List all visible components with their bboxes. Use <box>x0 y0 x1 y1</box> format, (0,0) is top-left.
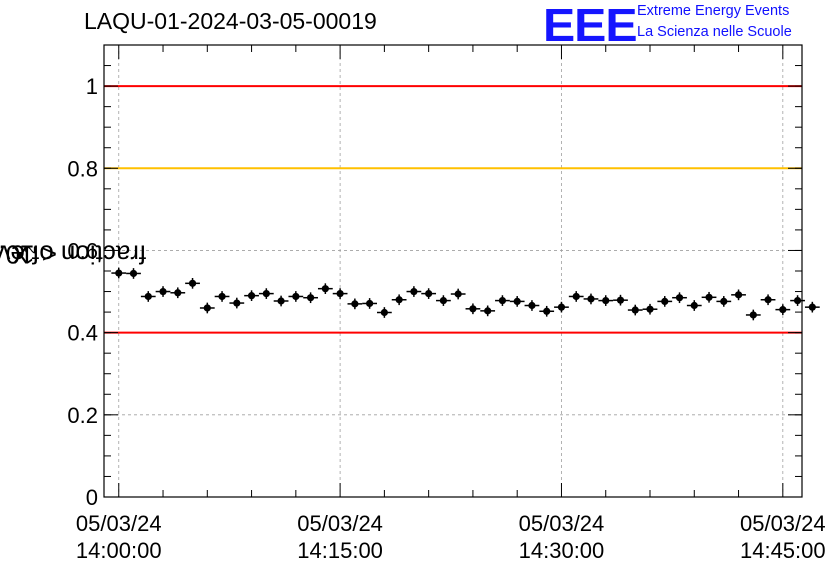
y-tick-label: 0.6 <box>67 238 98 263</box>
data-point <box>439 296 448 305</box>
data-point <box>720 297 728 306</box>
y-tick-label: 0.8 <box>67 156 98 181</box>
logo-line-1: Extreme Energy Events <box>637 3 790 19</box>
data-point <box>793 296 802 305</box>
eee-logo: EEE <box>543 0 638 51</box>
x-tick-label-time: 14:30:00 <box>519 538 605 563</box>
data-point <box>631 306 639 314</box>
x-axis-ticks: 05/03/2414:00:0005/03/2414:15:0005/03/24… <box>76 45 826 563</box>
x-tick-label-date: 05/03/24 <box>76 511 162 536</box>
data-point <box>233 299 241 307</box>
x-tick-label-time: 14:15:00 <box>297 538 383 563</box>
data-point <box>779 306 787 314</box>
data-point <box>292 292 300 301</box>
data-point <box>690 301 698 310</box>
data-point <box>513 297 521 306</box>
data-point <box>129 269 138 278</box>
data-point <box>366 299 374 308</box>
data-point <box>395 296 403 304</box>
data-point <box>528 301 536 310</box>
data-point <box>675 294 684 302</box>
data-point <box>469 305 477 313</box>
data-point <box>764 296 772 304</box>
logo-line-2: La Scienza nelle Scuole <box>637 24 792 40</box>
data-point <box>808 303 816 311</box>
plot-frame <box>103 44 803 498</box>
chart-title: LAQU-01-2024-03-05-00019 <box>84 8 377 34</box>
data-point <box>306 294 315 302</box>
grid-lines <box>104 45 802 497</box>
data-point <box>410 287 418 296</box>
y-tick-label: 0.2 <box>67 403 98 428</box>
data-point <box>159 287 167 296</box>
data-point <box>380 308 388 317</box>
data-point <box>498 296 507 305</box>
data-point <box>144 292 152 301</box>
data-point <box>749 311 757 319</box>
data-point <box>602 296 610 305</box>
data-point <box>572 292 580 301</box>
data-point <box>218 292 226 301</box>
data-point <box>247 292 256 300</box>
data-point <box>616 296 625 304</box>
data-point <box>557 303 566 311</box>
data-point <box>454 290 462 298</box>
x-tick-label-date: 05/03/24 <box>740 511 826 536</box>
data-point <box>115 269 123 277</box>
data-point <box>188 279 197 287</box>
x-tick-label-date: 05/03/24 <box>519 511 605 536</box>
data-point <box>484 307 492 315</box>
y-tick-label: 1 <box>86 74 98 99</box>
data-point <box>262 290 270 298</box>
data-point <box>351 300 359 308</box>
data-point <box>425 290 433 298</box>
data-point <box>203 304 211 312</box>
reference-lines <box>104 85 802 334</box>
x-tick-label-time: 14:00:00 <box>76 538 162 563</box>
data-point <box>587 295 595 303</box>
data-point <box>336 290 344 298</box>
data-point <box>321 285 329 293</box>
data-point <box>661 297 669 306</box>
y-tick-label: 0 <box>86 485 98 510</box>
data-point <box>174 289 182 297</box>
y-axis-ticks: 0 0.2 0.4 0.6 0.8 1 <box>67 44 802 510</box>
data-points <box>111 267 820 321</box>
data-point <box>705 293 713 301</box>
data-point <box>277 297 285 305</box>
y-tick-label: 0.4 <box>67 321 98 346</box>
x-tick-label-time: 14:45:00 <box>740 538 826 563</box>
data-point <box>543 307 551 315</box>
data-point <box>646 305 654 313</box>
x-tick-label-date: 05/03/24 <box>297 511 383 536</box>
data-point <box>734 291 743 299</box>
